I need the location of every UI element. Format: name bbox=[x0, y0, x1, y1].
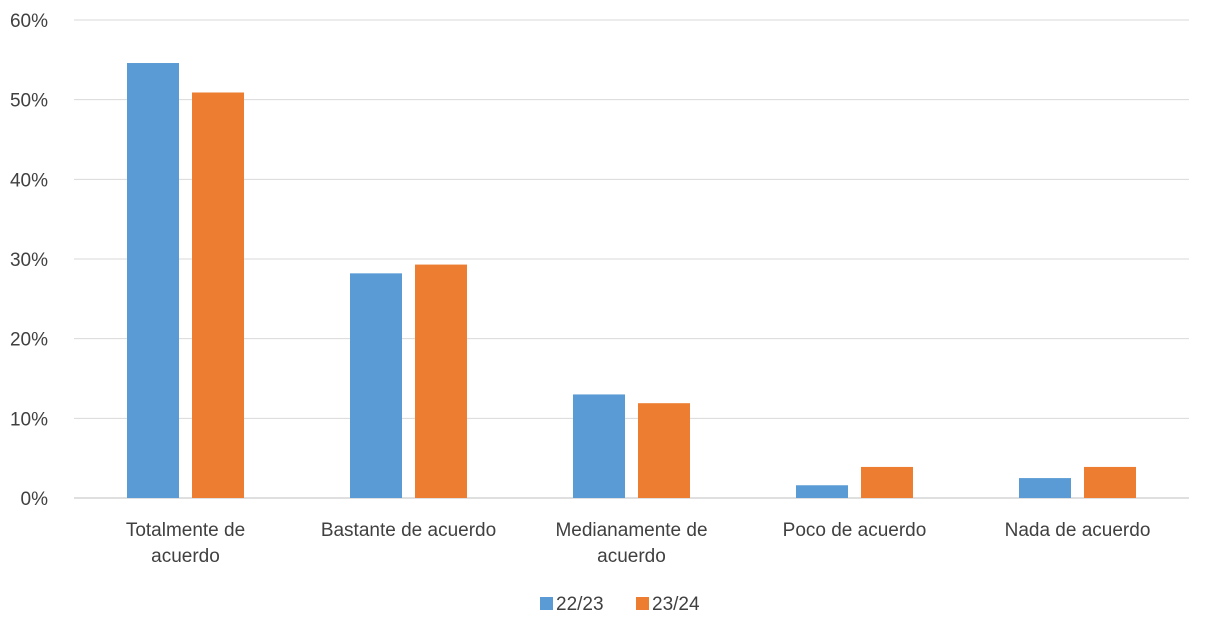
bar-23-24-0 bbox=[192, 92, 244, 498]
legend: 22/23 23/24 bbox=[540, 594, 700, 615]
y-tick-label: 50% bbox=[10, 91, 48, 112]
gridlines bbox=[74, 19, 1189, 499]
y-tick-label: 30% bbox=[10, 250, 48, 271]
x-tick-label: Poco de acuerdo bbox=[783, 520, 927, 541]
x-tick-label: acuerdo bbox=[151, 546, 220, 567]
y-tick-label: 20% bbox=[10, 330, 48, 351]
legend-label: 22/23 bbox=[556, 594, 604, 615]
x-tick-label: Medianamente de bbox=[555, 520, 707, 541]
bar-22-23-3 bbox=[796, 485, 848, 498]
y-tick-label: 40% bbox=[10, 170, 48, 191]
legend-label: 23/24 bbox=[652, 594, 700, 615]
x-tick-label: Nada de acuerdo bbox=[1005, 520, 1151, 541]
bar-22-23-4 bbox=[1019, 478, 1071, 498]
y-tick-label: 0% bbox=[21, 489, 49, 510]
bar-23-24-2 bbox=[638, 403, 690, 498]
y-tick-label: 60% bbox=[10, 11, 48, 32]
bar-23-24-4 bbox=[1084, 466, 1136, 498]
x-tick-label: Totalmente de bbox=[126, 520, 245, 541]
legend-swatch bbox=[540, 597, 553, 610]
y-tick-label: 10% bbox=[10, 409, 48, 430]
bar-22-23-1 bbox=[350, 273, 402, 498]
bar-23-24-1 bbox=[415, 264, 467, 498]
legend-swatch bbox=[636, 597, 649, 610]
bars bbox=[127, 63, 1136, 499]
bar-22-23-2 bbox=[573, 394, 625, 498]
y-axis-ticks: 0% 10% 20% 30% 40% 50% 60% bbox=[10, 11, 48, 510]
x-tick-label: Bastante de acuerdo bbox=[321, 520, 496, 541]
x-axis-labels: Totalmente de acuerdo Bastante de acuerdo M… bbox=[126, 520, 1151, 567]
bar-23-24-3 bbox=[861, 466, 913, 498]
x-tick-label: acuerdo bbox=[597, 546, 666, 567]
bar-22-23-0 bbox=[127, 63, 179, 499]
